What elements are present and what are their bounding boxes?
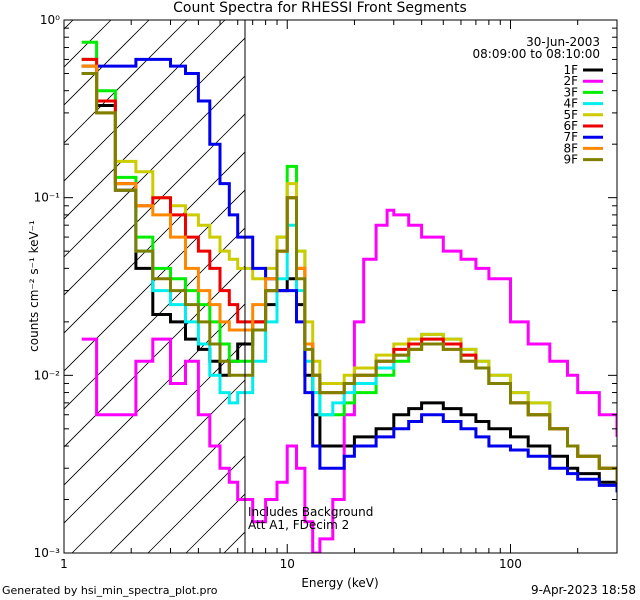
hatch-line xyxy=(64,113,245,296)
legend-label-7F: 7F xyxy=(563,130,578,144)
legend-label-3F: 3F xyxy=(563,85,578,99)
hatch-line xyxy=(64,20,188,144)
hatch-line xyxy=(64,20,226,182)
annotation-line-1: Includes Background xyxy=(248,505,373,519)
y-tick-label: 10⁻² xyxy=(34,368,61,382)
series-line-5F xyxy=(81,57,617,483)
legend-label-5F: 5F xyxy=(563,108,578,122)
hatch-line xyxy=(64,303,245,486)
x-tick-label: 1 xyxy=(60,557,68,571)
series-line-2F xyxy=(81,208,617,553)
legend-label-6F: 6F xyxy=(563,119,578,133)
legend-label-8F: 8F xyxy=(563,141,578,155)
series-line-4F xyxy=(81,57,617,483)
legend-date: 30-Jun-2003 xyxy=(526,35,600,49)
hatch-line xyxy=(64,227,245,410)
hatch-line xyxy=(64,265,245,448)
x-tick-label: 100 xyxy=(499,557,522,571)
x-axis-label: Energy (keV) xyxy=(301,576,378,590)
timestamp-label: 9-Apr-2023 18:58 xyxy=(531,583,636,597)
hatch-line xyxy=(147,455,245,553)
hatch-line xyxy=(64,189,245,372)
series-line-3F xyxy=(81,40,617,483)
hatch-line xyxy=(71,379,245,553)
legend-label-1F: 1F xyxy=(563,63,578,77)
generated-by-label: Generated by hsi_min_spectra_plot.pro xyxy=(2,584,218,597)
series-line-8F xyxy=(81,64,617,483)
hatch-line xyxy=(64,20,112,68)
x-tick-label: 10 xyxy=(280,557,295,571)
hatch-line xyxy=(64,37,245,220)
y-tick-label: 10⁻³ xyxy=(34,546,61,560)
series-line-9F xyxy=(81,72,617,483)
series-line-6F xyxy=(81,57,617,483)
y-tick-label: 10⁰ xyxy=(40,13,60,27)
plot-frame xyxy=(63,19,618,554)
legend-time-range: 08:09:00 to 08:10:00 xyxy=(473,47,600,61)
y-axis-label: counts cm⁻² s⁻¹ keV⁻¹ xyxy=(27,220,41,352)
hatch-line xyxy=(64,20,150,106)
chart-title: Count Spectra for RHESSI Front Segments xyxy=(173,0,467,16)
y-tick-label: 10⁻¹ xyxy=(34,191,61,205)
hatch-line xyxy=(109,417,245,553)
legend-label-2F: 2F xyxy=(563,74,578,88)
hatch-line xyxy=(64,151,245,334)
annotation-line-2: Att A1, FDecim 2 xyxy=(248,518,349,532)
hatch-line xyxy=(64,341,245,524)
series-line-7F xyxy=(81,57,617,493)
hatch-line xyxy=(64,75,245,258)
legend-label-4F: 4F xyxy=(563,97,578,111)
legend-label-9F: 9F xyxy=(563,153,578,167)
